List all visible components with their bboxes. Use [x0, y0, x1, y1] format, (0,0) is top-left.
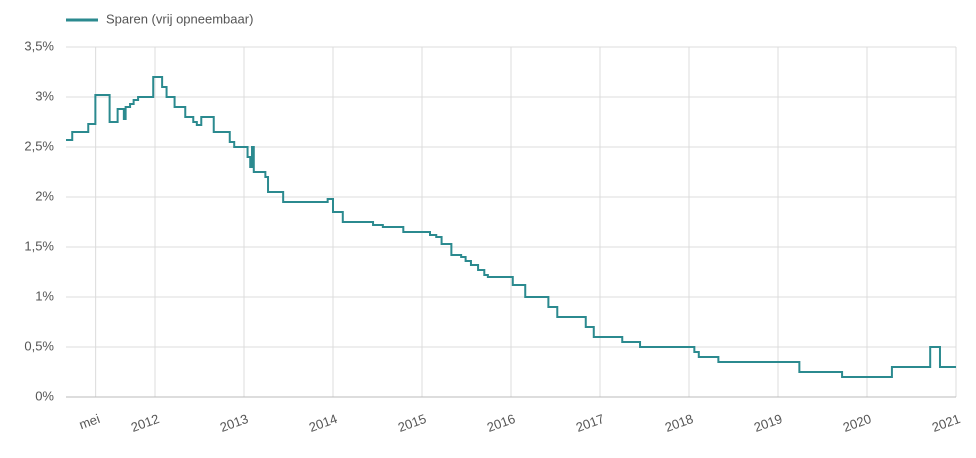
y-tick-label: 1%	[35, 288, 54, 303]
x-tick-label: 2019	[752, 411, 784, 435]
x-tick-label: 2015	[396, 411, 428, 435]
x-tick-label: 2021	[930, 411, 962, 435]
x-tick-label: 2013	[218, 411, 250, 435]
y-tick-label: 0%	[35, 388, 54, 403]
x-tick-label: 2012	[129, 411, 161, 435]
x-tick-label: 2018	[663, 411, 695, 435]
legend-label: Sparen (vrij opneembaar)	[106, 11, 253, 26]
data-line	[66, 76, 956, 378]
x-tick-label: mei	[77, 411, 102, 432]
y-tick-label: 3%	[35, 88, 54, 103]
x-tick-label: 2020	[841, 411, 873, 435]
x-tick-label: 2014	[307, 411, 339, 435]
y-tick-label: 2,5%	[24, 138, 54, 153]
y-tick-label: 1,5%	[24, 238, 54, 253]
y-tick-label: 3,5%	[24, 38, 54, 53]
x-tick-label: 2016	[485, 411, 517, 435]
y-tick-label: 0,5%	[24, 338, 54, 353]
y-tick-label: 2%	[35, 188, 54, 203]
x-tick-label: 2017	[574, 411, 606, 435]
